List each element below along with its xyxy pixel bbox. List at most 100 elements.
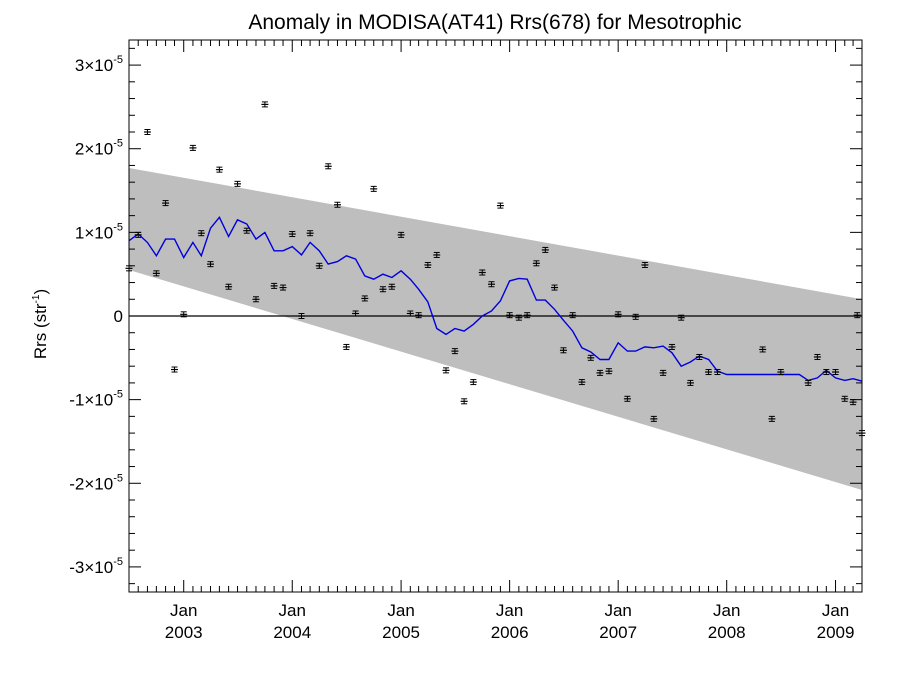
y-tick-label-exponent: -5	[113, 54, 123, 66]
x-tick-label-month: Jan	[387, 601, 414, 620]
data-point-40	[487, 281, 495, 288]
data-point-9	[206, 261, 214, 268]
x-tick-label-year: 2008	[708, 623, 746, 642]
y-tick-label-exponent: -5	[113, 472, 123, 484]
y-tick-label-exponent: -5	[113, 556, 123, 568]
y-tick-label: 0	[114, 307, 123, 326]
data-point-35	[442, 367, 450, 374]
x-tick-label-month: Jan	[713, 601, 740, 620]
data-point-23	[333, 201, 341, 208]
data-point-61	[677, 314, 685, 321]
data-point-11	[225, 283, 233, 290]
data-point-54	[614, 311, 622, 318]
data-point-20	[306, 230, 314, 237]
data-point-48	[559, 347, 567, 354]
y-tick-label-mantissa: -3×10	[69, 558, 113, 577]
data-point-19	[297, 313, 305, 319]
x-tick-label-year: 2009	[817, 623, 855, 642]
x-tick-label-year: 2003	[165, 623, 203, 642]
confidence-band	[129, 167, 862, 490]
data-point-72	[832, 369, 840, 376]
x-tick-label-year: 2004	[273, 623, 311, 642]
x-tick-label-month: Jan	[822, 601, 849, 620]
data-point-59	[659, 369, 667, 376]
data-point-47	[551, 284, 559, 291]
x-tick-label-month: Jan	[279, 601, 306, 620]
y-tick-label-mantissa: 3×10	[75, 56, 113, 75]
y-tick-label: -1×10-5	[69, 389, 123, 410]
chart-title: Anomaly in MODISA(AT41) Rrs(678) for Mes…	[248, 11, 741, 34]
data-point-58	[650, 415, 658, 422]
y-tick-label-exponent: -5	[113, 221, 123, 233]
y-tick-label-mantissa: -1×10	[69, 391, 113, 410]
data-point-38	[469, 379, 477, 386]
data-point-24	[342, 343, 350, 350]
data-point-55	[623, 395, 631, 402]
data-point-27	[370, 185, 378, 192]
data-point-41	[496, 202, 504, 209]
data-point-14	[252, 296, 260, 303]
data-point-29	[388, 283, 396, 290]
running-mean-line	[128, 216, 863, 382]
y-tick-label-mantissa: 0	[114, 307, 123, 326]
data-point-57	[641, 261, 649, 268]
data-point-69	[804, 379, 812, 386]
data-point-31	[406, 310, 414, 317]
data-point-75	[853, 312, 861, 319]
data-point-43	[515, 314, 523, 321]
y-axis-label: Rrs (str-1)	[31, 289, 50, 359]
data-point-33	[424, 261, 432, 268]
data-point-56	[632, 313, 640, 320]
data-point-70	[813, 353, 821, 360]
y-tick-label: 3×10-5	[75, 54, 123, 75]
data-point-46	[541, 246, 549, 253]
data-point-13	[243, 227, 251, 234]
data-point-66	[759, 346, 767, 353]
data-point-22	[324, 163, 332, 170]
data-point-32	[415, 312, 423, 319]
data-point-71	[822, 369, 830, 376]
data-point-64	[705, 369, 713, 376]
y-tick-label-exponent: -5	[113, 389, 123, 401]
y-tick-label: -2×10-5	[69, 472, 123, 493]
y-tick-label-exponent: -5	[113, 138, 123, 150]
data-point-37	[460, 398, 468, 405]
data-point-8	[197, 230, 205, 237]
data-point-63	[695, 353, 703, 360]
x-tick-label-month: Jan	[496, 601, 523, 620]
data-point-73	[841, 395, 849, 402]
data-point-67	[768, 415, 776, 422]
data-point-62	[686, 379, 694, 386]
y-axis-label-exponent: -1	[31, 294, 42, 303]
data-point-49	[569, 312, 577, 319]
data-point-3	[152, 270, 160, 277]
y-axis-label-close: )	[31, 289, 50, 295]
data-point-5	[170, 366, 178, 373]
data-point-65	[713, 369, 721, 376]
data-point-74	[849, 399, 857, 406]
data-point-44	[523, 312, 531, 319]
x-tick-label-year: 2007	[599, 623, 637, 642]
y-tick-label: 2×10-5	[75, 138, 123, 159]
data-point-21	[315, 262, 323, 269]
data-point-45	[532, 260, 540, 267]
data-point-12	[234, 180, 242, 187]
y-tick-label: -3×10-5	[69, 556, 123, 577]
x-tick-label-year: 2006	[491, 623, 529, 642]
plot-area	[125, 101, 866, 490]
data-point-34	[433, 251, 441, 258]
data-point-36	[451, 348, 459, 355]
data-point-16	[270, 282, 278, 289]
data-point-15	[261, 101, 269, 108]
y-tick-label-mantissa: 2×10	[75, 140, 113, 159]
data-point-39	[478, 269, 486, 276]
data-point-42	[506, 312, 514, 319]
data-point-51	[587, 354, 595, 361]
data-point-68	[777, 369, 785, 376]
data-point-26	[361, 295, 369, 302]
data-point-30	[397, 231, 405, 238]
data-point-28	[379, 286, 387, 293]
y-tick-label-mantissa: -2×10	[69, 474, 113, 493]
data-point-6	[180, 311, 188, 318]
